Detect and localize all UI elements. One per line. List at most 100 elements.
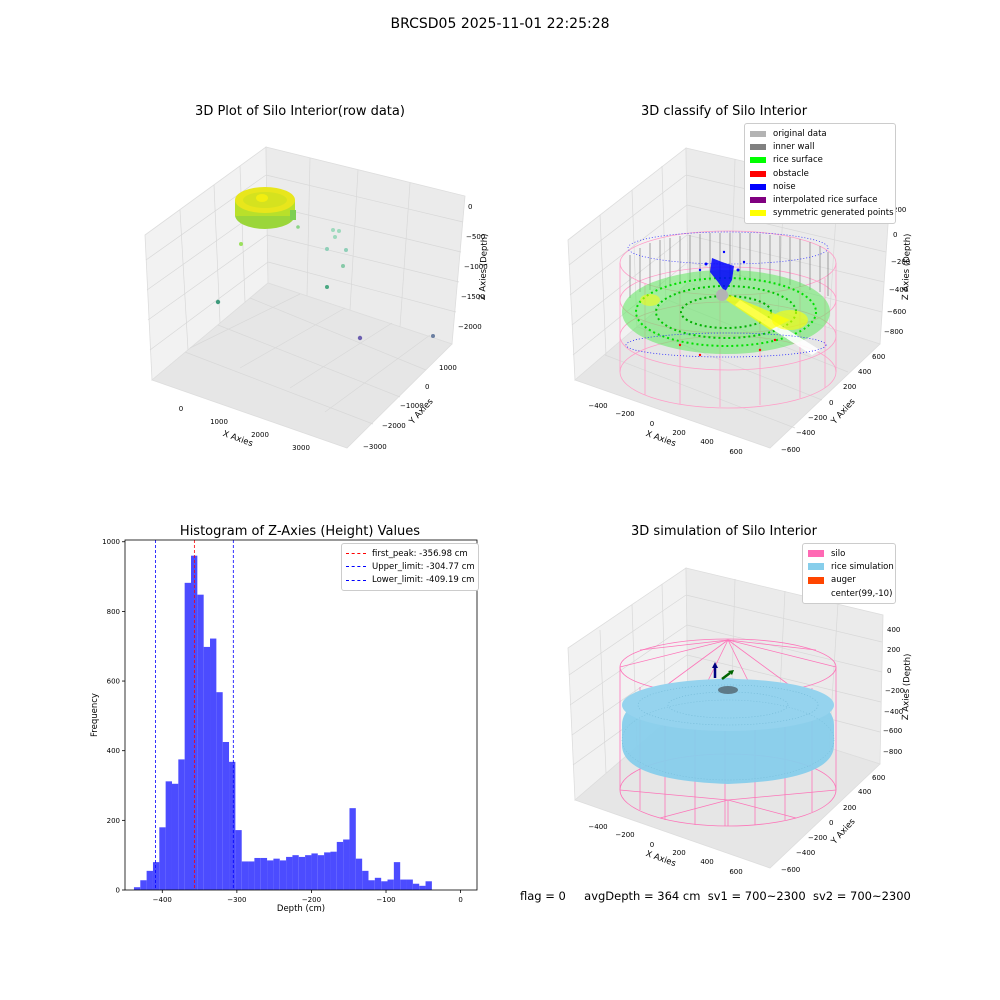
sv2-value: sv2 = 700~2300 — [812, 889, 911, 903]
classify-z-tick: −800 — [884, 328, 903, 336]
histogram-bar — [165, 781, 172, 890]
raw-y-tick: −3000 — [363, 443, 387, 451]
classify-y-tick: 600 — [872, 353, 885, 361]
histogram-bar — [210, 638, 217, 890]
legend-label: obstacle — [773, 168, 809, 179]
legend-swatch — [750, 143, 766, 150]
simulation-y-tick: 200 — [843, 804, 856, 812]
raw-x-ticks: 0 1000 2000 3000 — [179, 405, 310, 452]
legend-entry-obstacle: obstacle — [750, 167, 890, 180]
histogram-bar — [343, 839, 350, 890]
legend-entry-first-peak: first_peak: -356.98 cm — [346, 547, 474, 560]
simulation-y-ticks: 600 400 200 0 −200 −400 −600 — [781, 774, 885, 874]
legend-entry-rice-surface: rice surface — [750, 154, 890, 167]
classify-inner-wall — [629, 233, 829, 298]
classify-x-tick: −400 — [588, 402, 607, 410]
simulation-legend: silo rice simulation auger center(99,-10… — [802, 543, 896, 605]
legend-label: Upper_limit: -304.77 cm — [372, 561, 475, 572]
raw-x-tick: 1000 — [210, 418, 228, 426]
simulation-x-tick: 400 — [700, 858, 713, 866]
classify-rice-surface — [622, 270, 830, 355]
legend-entry-inner-wall: inner wall — [750, 140, 890, 153]
raw-y-tick: 1000 — [439, 364, 457, 372]
legend-label: center(99,-10) — [831, 588, 893, 599]
histogram-x-tick-label: −200 — [302, 896, 321, 904]
histogram-bar — [286, 856, 293, 890]
histogram-chart: −400 −300 −200 −100 0 0 200 400 600 800 1000 Dept… — [90, 538, 478, 914]
histogram-bar — [355, 858, 363, 890]
histogram-bar — [368, 880, 375, 890]
histogram-bar — [140, 880, 147, 890]
histogram-bar — [374, 877, 382, 890]
raw-z-tick: −1500 — [461, 293, 485, 301]
classify-obstacles — [678, 338, 777, 357]
classify-x-tick: 0 — [650, 420, 654, 428]
histogram-bar — [336, 841, 344, 890]
classify-x-tick: −200 — [615, 410, 634, 418]
histogram-bar — [241, 861, 249, 890]
simulation-x-tick: 600 — [729, 868, 742, 876]
histogram-bar — [146, 870, 153, 890]
histogram-bar — [279, 860, 287, 890]
raw-z-tick: −500 — [466, 233, 485, 241]
histogram-bar — [305, 855, 312, 890]
histogram-bar — [235, 830, 242, 890]
simulation-x-tick: 200 — [672, 849, 685, 857]
classify-z-tick: 200 — [893, 206, 906, 214]
histogram-reference-lines — [155, 540, 234, 890]
histogram-y-tick-label: 800 — [107, 608, 120, 616]
classify-z-tick: 0 — [893, 231, 897, 239]
legend-label: rice surface — [773, 155, 823, 166]
flag-value: flag = 0 — [520, 889, 566, 903]
histogram-bar — [406, 879, 413, 890]
raw-z-label: Z Axies (Depth) — [478, 233, 490, 300]
histogram-bar — [330, 851, 337, 890]
classify-x-tick: 200 — [672, 429, 685, 437]
histogram-x-tick-label: 0 — [458, 896, 462, 904]
histogram-bar — [317, 855, 325, 890]
classify-3d-plot: 200 0 −200 −400 −600 −800 −400 −200 0 20… — [567, 147, 913, 456]
histogram-x-tick-label: −300 — [227, 896, 246, 904]
histogram-bars — [133, 555, 432, 890]
classify-y-tick: 400 — [858, 368, 871, 376]
histogram-bar — [400, 879, 407, 890]
simulation-z-tick: −600 — [883, 727, 902, 735]
histogram-legend: first_peak: -356.98 cm Upper_limit: -304… — [341, 543, 479, 591]
simulation-y-tick: −200 — [808, 834, 827, 842]
legend-line-swatch — [346, 579, 366, 581]
histogram-bar — [324, 852, 331, 890]
classify-z-ticks: 200 0 −200 −400 −600 −800 — [884, 206, 910, 336]
classify-plot-title: 3D classify of Silo Interior — [640, 104, 808, 119]
classify-z-tick: −600 — [887, 308, 906, 316]
histogram-bar — [133, 887, 141, 890]
legend-swatch — [750, 130, 766, 137]
classify-x-tick: 600 — [729, 448, 742, 456]
simulation-auger-arrows — [712, 662, 734, 680]
histogram-bar — [216, 692, 223, 890]
simulation-y-tick: −400 — [796, 849, 815, 857]
histogram-bar — [419, 885, 426, 890]
simulation-rice-body — [621, 678, 835, 784]
legend-line-swatch — [346, 566, 366, 568]
histogram-y-label: Frequency — [90, 693, 100, 737]
histogram-y-ticks: 0 200 400 600 800 1000 — [102, 538, 125, 895]
histogram-bar — [203, 646, 211, 890]
histogram-y-tick-label: 200 — [107, 817, 120, 825]
simulation-y-tick: 600 — [872, 774, 885, 782]
histogram-y-tick-label: 1000 — [102, 538, 120, 546]
raw-y-tick: −1000 — [400, 402, 424, 410]
simulation-z-tick: 400 — [887, 626, 900, 634]
status-footer: flag = 0 avgDepth = 364 cm sv1 = 700~230… — [520, 889, 911, 903]
histogram-bar — [393, 862, 401, 890]
simulation-y-tick: 0 — [829, 819, 833, 827]
histogram-y-tick-label: 400 — [107, 747, 120, 755]
legend-label: interpolated rice surface — [773, 195, 878, 206]
classify-x-tick: 400 — [700, 438, 713, 446]
legend-swatch — [808, 590, 824, 598]
legend-entry-interpolated-rice-surface: interpolated rice surface — [750, 193, 890, 206]
histogram-y-tick-label: 0 — [116, 887, 120, 895]
histogram-bar — [152, 862, 160, 890]
histogram-bar — [298, 856, 306, 890]
histogram-y-tick-label: 600 — [107, 678, 120, 686]
legend-label: noise — [773, 181, 796, 192]
